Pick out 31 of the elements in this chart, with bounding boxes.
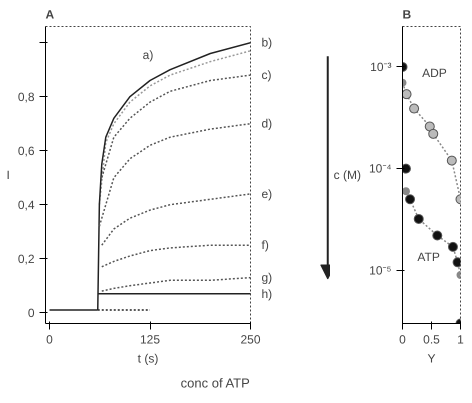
y-tick-label: 0,6 (18, 144, 35, 158)
y-tick-label: 0,2 (18, 252, 35, 266)
series-label: c) (262, 68, 272, 82)
y-axis-title: c (M) (334, 168, 361, 182)
series-label: d) (262, 116, 272, 131)
y-tick-label: 10⁻⁵ (369, 263, 392, 278)
x-axis-title: Y (428, 352, 436, 366)
chart-title: B (402, 8, 412, 22)
annotation: a) (142, 48, 154, 62)
x-tick-label: 1 (457, 332, 464, 346)
y-tick-label: 0,8 (18, 90, 35, 104)
annotation: ATP (417, 250, 440, 264)
y-tick-label: 0 (28, 306, 35, 320)
x-tick-label: 250 (240, 332, 261, 346)
annotation: ADP (422, 66, 447, 80)
x-tick-label: 0 (46, 332, 54, 346)
y-axis-title: I (6, 168, 10, 182)
x-tick-label: 125 (140, 332, 160, 346)
y-tick-label: 10⁻³ (370, 60, 392, 74)
y-tick-label: 10⁻⁴ (368, 162, 392, 176)
series-label: g) (262, 270, 272, 285)
series-label: b) (262, 36, 272, 50)
series-label: h) (262, 286, 272, 301)
series-label: f) (262, 238, 269, 252)
x-tick-label: 0 (399, 332, 406, 346)
x-axis-title: t (s) (138, 352, 158, 366)
chart-title: A (46, 8, 54, 22)
text: conc of ATP (180, 376, 250, 390)
x-tick-label: 0.5 (423, 332, 440, 346)
series-label: e) (262, 186, 272, 201)
y-tick-label: 0,4 (18, 198, 35, 212)
